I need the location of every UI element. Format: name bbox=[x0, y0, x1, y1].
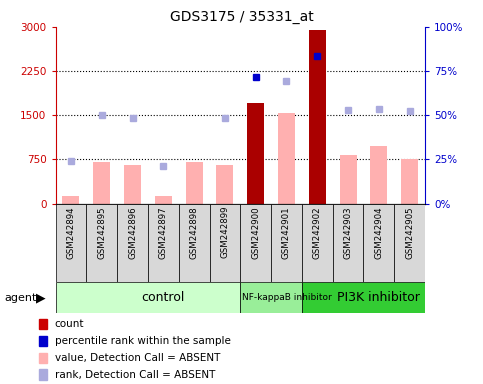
Bar bbox=[62, 197, 79, 204]
Text: GSM242903: GSM242903 bbox=[343, 206, 353, 258]
Bar bbox=[179, 204, 210, 282]
Bar bbox=[117, 204, 148, 282]
Text: GSM242897: GSM242897 bbox=[159, 206, 168, 258]
Bar bbox=[56, 204, 86, 282]
Text: ▶: ▶ bbox=[36, 291, 46, 304]
Bar bbox=[93, 162, 110, 204]
Text: GSM242895: GSM242895 bbox=[97, 206, 106, 258]
Bar bbox=[185, 162, 202, 204]
Bar bbox=[247, 103, 264, 204]
Text: NF-kappaB inhibitor: NF-kappaB inhibitor bbox=[242, 293, 331, 302]
Bar bbox=[271, 204, 302, 282]
Bar bbox=[333, 204, 364, 282]
Text: GSM242899: GSM242899 bbox=[220, 206, 229, 258]
Text: percentile rank within the sample: percentile rank within the sample bbox=[55, 336, 230, 346]
Bar bbox=[56, 282, 241, 313]
Bar bbox=[302, 282, 425, 313]
Text: PI3K inhibitor: PI3K inhibitor bbox=[338, 291, 420, 304]
Bar bbox=[364, 204, 394, 282]
Text: rank, Detection Call = ABSENT: rank, Detection Call = ABSENT bbox=[55, 370, 215, 380]
Bar bbox=[155, 197, 172, 204]
Text: GSM242900: GSM242900 bbox=[251, 206, 260, 258]
Bar bbox=[401, 159, 418, 204]
Bar bbox=[124, 165, 141, 204]
Text: GSM242898: GSM242898 bbox=[190, 206, 199, 258]
Text: count: count bbox=[55, 319, 84, 329]
Text: GSM242904: GSM242904 bbox=[374, 206, 384, 258]
Bar bbox=[86, 204, 117, 282]
Text: GSM242894: GSM242894 bbox=[67, 206, 75, 258]
Bar bbox=[302, 204, 333, 282]
Text: GSM242901: GSM242901 bbox=[282, 206, 291, 258]
Text: GSM242896: GSM242896 bbox=[128, 206, 137, 258]
Bar bbox=[240, 204, 271, 282]
Bar bbox=[309, 30, 326, 204]
Bar bbox=[210, 204, 240, 282]
Bar bbox=[394, 204, 425, 282]
Bar bbox=[240, 282, 302, 313]
Text: control: control bbox=[142, 291, 185, 304]
Bar bbox=[340, 155, 356, 204]
Bar bbox=[148, 204, 179, 282]
Text: GDS3175 / 35331_at: GDS3175 / 35331_at bbox=[170, 10, 313, 23]
Text: GSM242902: GSM242902 bbox=[313, 206, 322, 258]
Text: value, Detection Call = ABSENT: value, Detection Call = ABSENT bbox=[55, 353, 220, 363]
Text: GSM242905: GSM242905 bbox=[405, 206, 414, 258]
Text: agent: agent bbox=[5, 293, 37, 303]
Bar bbox=[370, 146, 387, 204]
Bar bbox=[278, 113, 295, 204]
Bar bbox=[216, 165, 233, 204]
